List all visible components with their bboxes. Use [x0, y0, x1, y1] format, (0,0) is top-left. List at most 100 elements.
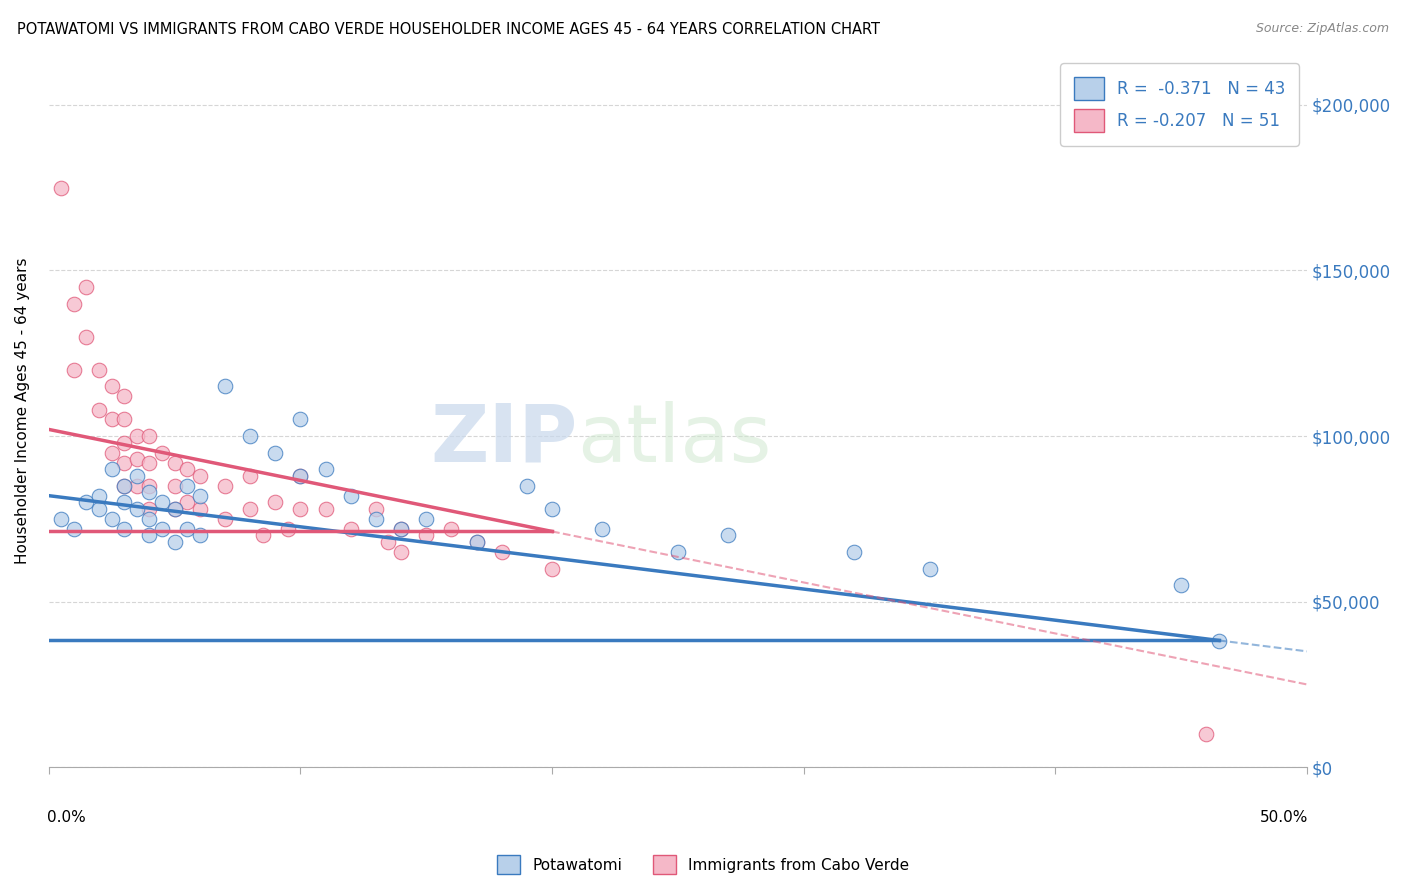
Point [389, 545, 412, 559]
Point [76, 329, 98, 343]
Point [389, 522, 412, 536]
Point [112, 479, 135, 493]
Point [100, 445, 122, 459]
Point [315, 502, 337, 516]
Point [315, 462, 337, 476]
Point [1195, 727, 1218, 741]
Point [125, 502, 148, 516]
Text: 50.0%: 50.0% [1260, 810, 1308, 825]
Point [541, 502, 564, 516]
Text: Source: ZipAtlas.com: Source: ZipAtlas.com [1256, 22, 1389, 36]
Point [541, 561, 564, 575]
Point [63, 363, 86, 377]
Point [290, 412, 312, 426]
Point [290, 468, 312, 483]
Point [51, 180, 73, 194]
Text: atlas: atlas [578, 401, 772, 479]
Point [138, 429, 160, 443]
Point [188, 502, 211, 516]
Point [87, 502, 110, 516]
Point [125, 479, 148, 493]
Point [176, 479, 198, 493]
Point [138, 502, 160, 516]
Point [364, 502, 387, 516]
Point [339, 489, 361, 503]
Point [290, 502, 312, 516]
Point [125, 468, 148, 483]
Point [415, 528, 437, 542]
Point [163, 456, 186, 470]
Point [63, 296, 86, 310]
Point [277, 522, 299, 536]
Text: 0.0%: 0.0% [48, 810, 86, 825]
Point [138, 485, 160, 500]
Point [1208, 634, 1230, 648]
Point [76, 280, 98, 294]
Point [138, 479, 160, 493]
Point [150, 495, 173, 509]
Point [100, 512, 122, 526]
Point [516, 479, 538, 493]
Point [918, 561, 941, 575]
Point [239, 468, 262, 483]
Point [163, 502, 186, 516]
Point [290, 468, 312, 483]
Point [377, 535, 399, 549]
Point [188, 468, 211, 483]
Point [125, 429, 148, 443]
Point [63, 522, 86, 536]
Point [842, 545, 865, 559]
Point [440, 522, 463, 536]
Point [87, 363, 110, 377]
Point [717, 528, 740, 542]
Point [112, 412, 135, 426]
Point [150, 445, 173, 459]
Point [465, 535, 488, 549]
Text: ZIP: ZIP [430, 401, 578, 479]
Point [188, 489, 211, 503]
Point [138, 528, 160, 542]
Point [112, 435, 135, 450]
Point [112, 389, 135, 403]
Point [239, 502, 262, 516]
Point [76, 495, 98, 509]
Point [214, 512, 236, 526]
Point [112, 456, 135, 470]
Point [239, 429, 262, 443]
Point [415, 512, 437, 526]
Point [1170, 578, 1192, 592]
Point [163, 479, 186, 493]
Point [112, 495, 135, 509]
Point [176, 462, 198, 476]
Point [87, 489, 110, 503]
Point [389, 522, 412, 536]
Point [188, 528, 211, 542]
Point [112, 479, 135, 493]
Point [364, 512, 387, 526]
Legend: R =  -0.371   N = 43, R = -0.207   N = 51: R = -0.371 N = 43, R = -0.207 N = 51 [1060, 63, 1299, 145]
Point [163, 535, 186, 549]
Point [264, 445, 287, 459]
Y-axis label: Householder Income Ages 45 - 64 years: Householder Income Ages 45 - 64 years [15, 258, 30, 565]
Point [214, 479, 236, 493]
Text: POTAWATOMI VS IMMIGRANTS FROM CABO VERDE HOUSEHOLDER INCOME AGES 45 - 64 YEARS C: POTAWATOMI VS IMMIGRANTS FROM CABO VERDE… [17, 22, 880, 37]
Point [100, 412, 122, 426]
Point [100, 462, 122, 476]
Point [125, 452, 148, 467]
Point [100, 379, 122, 393]
Point [491, 545, 513, 559]
Point [87, 402, 110, 417]
Point [150, 522, 173, 536]
Point [138, 456, 160, 470]
Point [465, 535, 488, 549]
Legend: Potawatomi, Immigrants from Cabo Verde: Potawatomi, Immigrants from Cabo Verde [491, 849, 915, 880]
Point [163, 502, 186, 516]
Point [339, 522, 361, 536]
Point [176, 495, 198, 509]
Point [176, 522, 198, 536]
Point [51, 512, 73, 526]
Point [264, 495, 287, 509]
Point [666, 545, 689, 559]
Point [252, 528, 274, 542]
Point [138, 512, 160, 526]
